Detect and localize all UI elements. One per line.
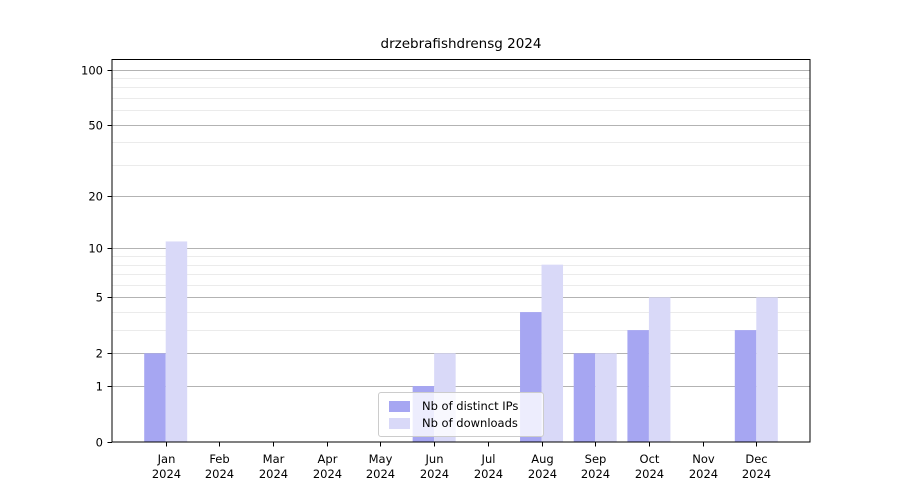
y-tick-label: 100: [81, 64, 103, 78]
x-tick-label-may: May 2024: [366, 452, 395, 481]
bar-distinct-ips-dec: [734, 330, 757, 442]
bar-downloads-jan: [165, 241, 188, 442]
x-tick-label-jul: Jul 2024: [474, 452, 503, 481]
x-tick-label-jan: Jan 2024: [152, 452, 181, 481]
legend-swatch-downloads: [389, 417, 410, 429]
x-tick-label-mar: Mar 2024: [259, 452, 288, 481]
y-tick-label: 5: [96, 291, 103, 305]
legend-item-downloads: Nb of downloads: [389, 415, 543, 430]
x-tick-label-apr: Apr 2024: [313, 452, 342, 481]
x-tick-label-nov: Nov 2024: [689, 452, 718, 481]
plot-frame: [111, 58, 811, 443]
y-tick-label: 10: [88, 242, 103, 256]
bar-downloads-oct: [648, 297, 671, 442]
legend: Nb of distinct IPs Nb of downloads: [378, 392, 544, 437]
x-tick-label-dec: Dec 2024: [742, 452, 771, 481]
y-tick-label: 0: [96, 436, 103, 450]
bar-distinct-ips-jan: [144, 353, 166, 442]
legend-label-downloads: Nb of downloads: [422, 415, 518, 430]
bar-downloads-aug: [541, 264, 564, 442]
x-tick-label-feb: Feb 2024: [205, 452, 234, 481]
legend-swatch-distinct-ips: [389, 400, 410, 412]
bar-downloads-dec: [756, 297, 778, 442]
legend-item-distinct-ips: Nb of distinct IPs: [389, 398, 543, 413]
y-tick-label: 2: [96, 347, 103, 361]
y-tick-label: 50: [88, 119, 103, 133]
y-tick-label: 1: [96, 380, 103, 394]
x-tick-label-aug: Aug 2024: [528, 452, 557, 481]
x-tick-label-jun: Jun 2024: [420, 452, 449, 481]
bar-distinct-ips-sep: [573, 353, 596, 442]
y-tick-label: 20: [88, 190, 103, 204]
x-tick-label-sep: Sep 2024: [581, 452, 610, 481]
x-tick-label-oct: Oct 2024: [635, 452, 664, 481]
bar-downloads-sep: [595, 353, 617, 442]
bar-distinct-ips-oct: [627, 330, 649, 442]
legend-label-distinct-ips: Nb of distinct IPs: [422, 398, 519, 413]
chart-title: drzebrafishdrensg 2024: [380, 36, 542, 52]
